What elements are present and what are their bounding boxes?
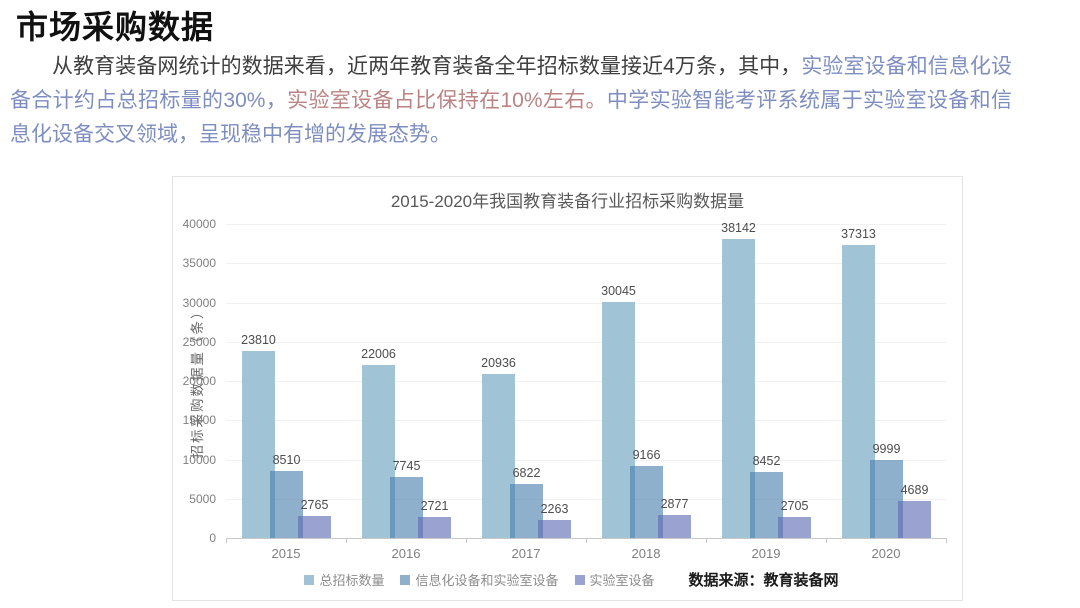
- bar-信息化设备和实验室设备-2018: [630, 466, 663, 538]
- intro-paragraph: 从教育装备网统计的数据来看，近两年教育装备全年招标数量接近4万条，其中，实验室设…: [10, 50, 1012, 152]
- legend-label: 实验室设备: [589, 573, 655, 588]
- bar-value-label: 37313: [841, 227, 876, 242]
- bar-信息化设备和实验室设备-2015: [270, 471, 303, 538]
- x-axis-label: 2019: [751, 546, 781, 561]
- legend-items: 总招标数量 信息化设备和实验室设备 实验室设备: [296, 570, 662, 589]
- y-tick-label: 25000: [182, 334, 216, 349]
- x-axis-tickmark: [826, 538, 827, 543]
- bar-value-label: 9999: [872, 441, 901, 456]
- y-tick-label: 15000: [182, 413, 216, 428]
- legend-item-总招标数量: 总招标数量: [304, 570, 384, 589]
- y-tick-label: 5000: [189, 491, 216, 506]
- bar-信息化设备和实验室设备-2020: [870, 459, 903, 538]
- legend: 总招标数量 信息化设备和实验室设备 实验室设备 数据来源：教育装备网: [173, 569, 962, 590]
- bar-总招标数量-2015: [242, 351, 275, 538]
- x-axis-tickmark: [946, 538, 947, 543]
- bar-总招标数量-2016: [362, 365, 395, 538]
- bar-总招标数量-2017: [482, 373, 515, 538]
- bar-value-label: 6822: [512, 466, 541, 481]
- bar-实验室设备-2019: [778, 516, 811, 538]
- gridline: [226, 224, 946, 225]
- x-axis-tickmark: [706, 538, 707, 543]
- bar-value-label: 30045: [601, 284, 636, 299]
- chart-title: 2015-2020年我国教育装备行业招标采购数据量: [390, 192, 745, 211]
- intro-segment-1: 从教育装备网统计的数据来看，近两年教育装备全年招标数量接近4万条，其中，: [52, 55, 802, 78]
- bar-value-label: 8510: [272, 453, 301, 468]
- bar-value-label: 38142: [721, 220, 756, 235]
- y-tick-label: 0: [209, 531, 216, 545]
- intro-segment-2: 实验室设备和信息化设备合计约占总招标量的30%，: [10, 55, 1012, 112]
- bar-信息化设备和实验室设备-2017: [510, 484, 543, 538]
- chart-panel: 2015-2020年我国教育装备行业招标采购数据量 招标采购数据量（条） 0 50…: [172, 176, 963, 601]
- bar-value-label: 22006: [361, 347, 396, 362]
- bar-信息化设备和实验室设备-2016: [390, 477, 423, 538]
- gridline: [226, 302, 946, 304]
- gridline: [226, 498, 946, 500]
- bar-value-label: 23810: [241, 333, 276, 348]
- gridline: [226, 459, 946, 461]
- x-axis-tickmark: [466, 538, 467, 543]
- bar-value-label: 4689: [900, 483, 929, 498]
- legend-swatch-icon: [400, 574, 411, 585]
- gridline: [226, 420, 946, 422]
- bar-value-label: 2877: [660, 497, 689, 512]
- gridline: [226, 263, 946, 265]
- bar-value-label: 20936: [481, 355, 516, 370]
- bar-实验室设备-2018: [658, 515, 691, 538]
- bar-实验室设备-2017: [538, 520, 571, 538]
- bar-value-label: 2765: [300, 498, 329, 513]
- bar-总招标数量-2019: [722, 238, 755, 538]
- x-axis-label: 2017: [511, 546, 541, 561]
- bar-value-label: 7745: [392, 459, 421, 474]
- bar-value-label: 9166: [632, 448, 661, 463]
- legend-label: 总招标数量: [319, 573, 385, 588]
- bar-实验室设备-2015: [298, 516, 331, 538]
- bar-value-label: 2263: [540, 502, 569, 517]
- page-title: 市场采购数据: [16, 9, 215, 45]
- bar-value-label: 2721: [420, 498, 449, 513]
- legend-swatch-icon: [304, 574, 315, 585]
- bar-实验室设备-2020: [898, 501, 931, 538]
- y-tick-label: 40000: [182, 217, 216, 231]
- x-axis-label: 2015: [271, 546, 301, 561]
- y-tick-label: 30000: [182, 295, 216, 310]
- bar-value-label: 2705: [780, 498, 809, 513]
- bar-总招标数量-2020: [842, 245, 875, 538]
- bar-value-label: 8452: [752, 453, 781, 468]
- x-axis-label: 2016: [391, 546, 421, 561]
- y-tick-label: 20000: [182, 374, 216, 388]
- legend-item-实验室设备: 实验室设备: [574, 570, 655, 589]
- legend-label: 信息化设备和实验室设备: [415, 573, 559, 588]
- plot-area: 招标采购数据量（条） 0 5000 10000 15000 20000 25000 3000…: [173, 177, 962, 600]
- legend-swatch-icon: [574, 574, 585, 585]
- x-axis-label: 2020: [871, 546, 901, 561]
- y-tick-label: 10000: [182, 452, 216, 467]
- intro-segment-4: 中学实验智能考评系统属于实验室设备和信息化设备交叉领域，呈现稳中有增的发展态势。: [10, 89, 1013, 146]
- legend-item-信息化设备和实验室设备: 信息化设备和实验室设备: [400, 570, 559, 589]
- bar-实验室设备-2016: [418, 516, 451, 538]
- x-axis-tickmark: [346, 538, 347, 543]
- x-axis-tickmark: [586, 538, 587, 543]
- x-axis-tickmark: [226, 538, 227, 543]
- y-tick-label: 35000: [182, 256, 216, 271]
- gridline: [226, 381, 946, 382]
- gridline: [226, 341, 946, 343]
- data-source-label: 数据来源：教育装备网: [688, 572, 839, 589]
- bar-信息化设备和实验室设备-2019: [750, 471, 783, 538]
- bar-总招标数量-2018: [602, 302, 635, 538]
- intro-segment-3: 实验室设备占比保持在10%左右。: [287, 89, 607, 112]
- x-axis-label: 2018: [631, 546, 661, 561]
